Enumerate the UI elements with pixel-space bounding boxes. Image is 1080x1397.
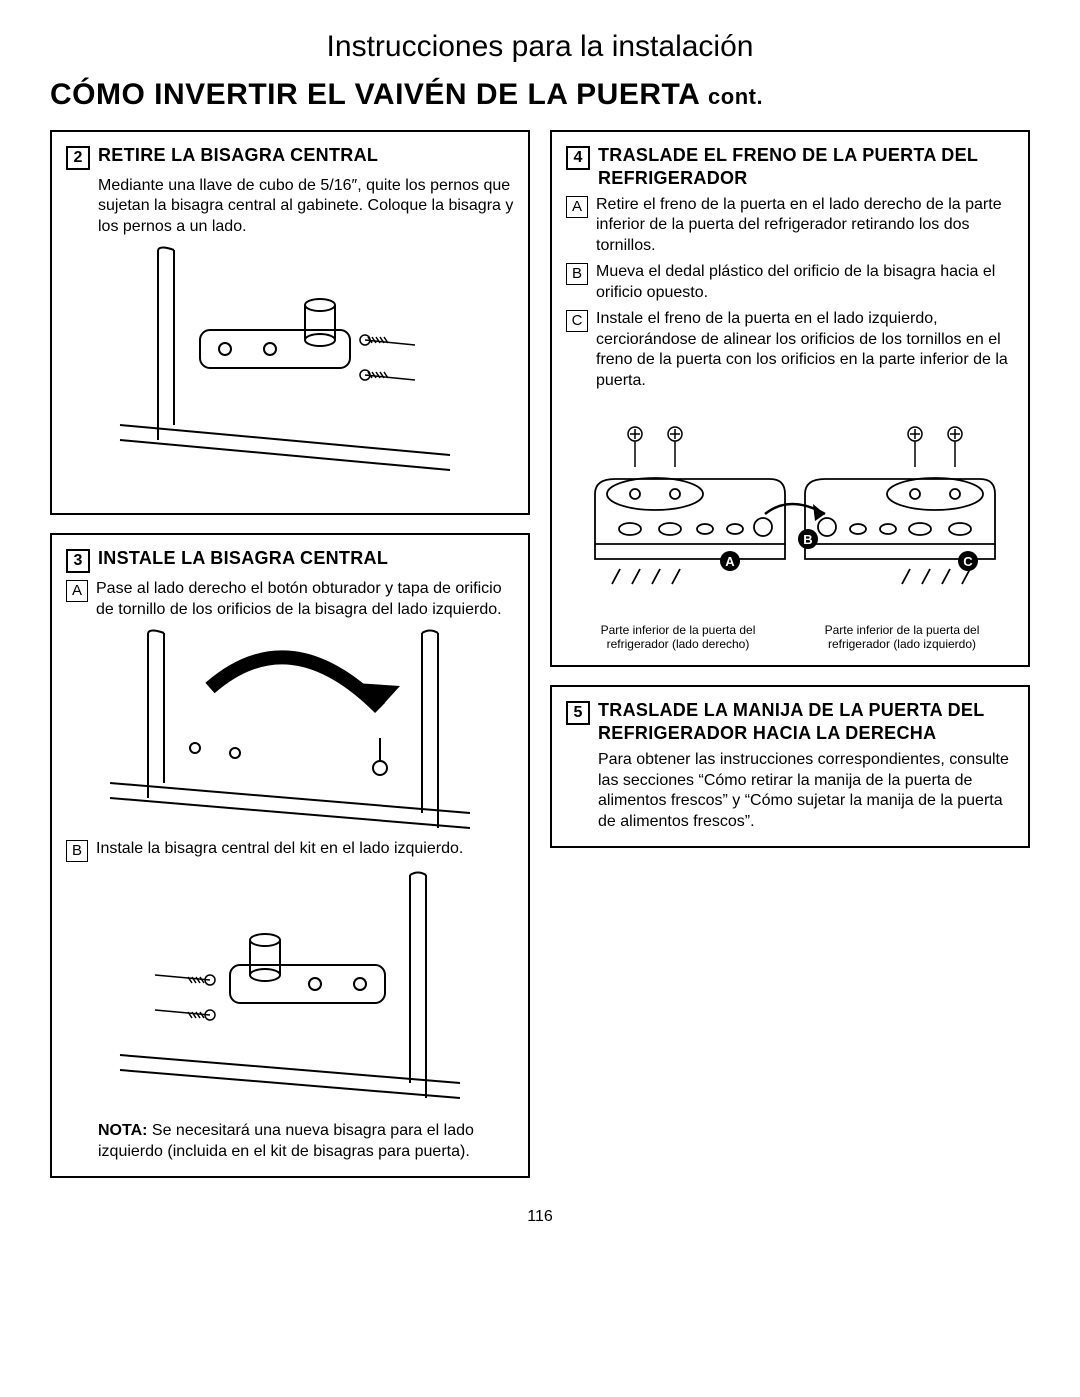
step-3-note-text: Se necesitará una nueva bisagra para el … — [98, 1122, 474, 1159]
step-3-note: NOTA: Se necesitará una nueva bisagra pa… — [66, 1121, 514, 1162]
step-2-body: Mediante una llave de cubo de 5/16″, qui… — [66, 176, 514, 237]
step-3-number: 3 — [66, 549, 90, 573]
svg-text:B: B — [803, 532, 812, 547]
step-3-box: 3 INSTALE LA BISAGRA CENTRAL A Pase al l… — [50, 533, 530, 1178]
step-4a-text: Retire el freno de la puerta en el lado … — [596, 195, 1014, 256]
step-5-title: TRASLADE LA MANIJA DE LA PUERTA DEL REFR… — [598, 699, 1014, 744]
step-4b-label: B — [566, 263, 588, 285]
step-3b-text: Instale la bisagra central del kit en el… — [96, 839, 514, 859]
step-2-title: RETIRE LA BISAGRA CENTRAL — [98, 144, 378, 167]
step-4-captions: Parte inferior de la puerta del refriger… — [566, 623, 1014, 651]
step-4-title: TRASLADE EL FRENO DE LA PUERTA DEL REFRI… — [598, 144, 1014, 189]
section-title: CÓMO INVERTIR EL VAIVÉN DE LA PUERTA con… — [50, 78, 1030, 112]
step-4b-text: Mueva el dedal plástico del orificio de … — [596, 262, 1014, 303]
step-3a-figure — [66, 628, 514, 833]
step-3a-text: Pase al lado derecho el botón obturador … — [96, 579, 514, 620]
page-title: Instrucciones para la instalación — [50, 30, 1030, 64]
step-3a-label: A — [66, 580, 88, 602]
section-title-main: CÓMO INVERTIR EL VAIVÉN DE LA PUERTA — [50, 78, 699, 111]
step-2-box: 2 RETIRE LA BISAGRA CENTRAL Mediante una… — [50, 130, 530, 515]
step-3-note-label: NOTA: — [98, 1122, 147, 1139]
step-3b-figure — [66, 870, 514, 1115]
svg-text:C: C — [963, 554, 973, 569]
step-5-number: 5 — [566, 701, 590, 725]
step-2-figure — [66, 245, 514, 495]
step-3b-label: B — [66, 840, 88, 862]
step-4-box: 4 TRASLADE EL FRENO DE LA PUERTA DEL REF… — [550, 130, 1030, 667]
step-4c-label: C — [566, 310, 588, 332]
step-4-number: 4 — [566, 146, 590, 170]
caption-right: Parte inferior de la puerta del refriger… — [825, 623, 980, 651]
right-column: 4 TRASLADE EL FRENO DE LA PUERTA DEL REF… — [550, 130, 1030, 848]
svg-text:A: A — [725, 554, 735, 569]
step-4c-text: Instale el freno de la puerta en el lado… — [596, 309, 1014, 391]
step-4a-label: A — [566, 196, 588, 218]
step-5-box: 5 TRASLADE LA MANIJA DE LA PUERTA DEL RE… — [550, 685, 1030, 848]
step-5-body: Para obtener las instrucciones correspon… — [566, 750, 1014, 832]
two-column-layout: 2 RETIRE LA BISAGRA CENTRAL Mediante una… — [50, 130, 1030, 1178]
step-2-number: 2 — [66, 146, 90, 170]
step-3-title: INSTALE LA BISAGRA CENTRAL — [98, 547, 388, 570]
left-column: 2 RETIRE LA BISAGRA CENTRAL Mediante una… — [50, 130, 530, 1178]
page-number: 116 — [50, 1208, 1030, 1226]
cont-suffix: cont. — [708, 84, 763, 109]
caption-left: Parte inferior de la puerta del refriger… — [601, 623, 756, 651]
step-4-figure: A B C — [566, 399, 1014, 619]
